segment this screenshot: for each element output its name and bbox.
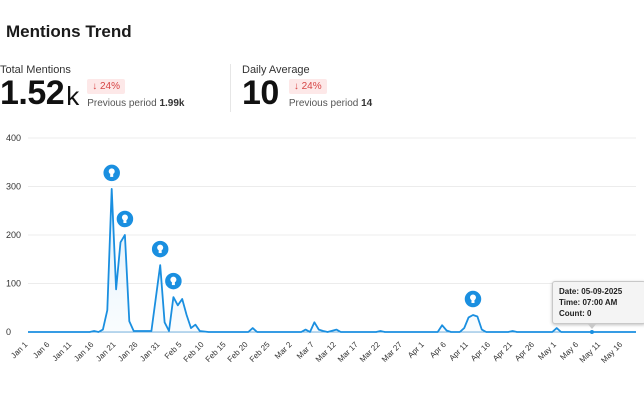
chart-title: Mentions Trend: [6, 22, 132, 41]
lightbulb-icon: [157, 244, 164, 251]
x-tick-label: Mar 27: [380, 340, 404, 364]
x-tick-label: Mar 2: [273, 340, 294, 361]
kpi-suffix: k: [66, 81, 80, 111]
lightbulb-icon: [108, 168, 115, 175]
x-tick-label: Jan 26: [116, 340, 140, 364]
annotation-marker[interactable]: [101, 163, 122, 183]
lightbulb-icon: [121, 214, 128, 221]
kpi-label: Total Mentions: [0, 64, 71, 76]
x-tick-label: Feb 20: [226, 340, 250, 364]
kpi-label: Daily Average: [242, 64, 310, 76]
y-tick-label: 200: [6, 230, 21, 240]
kpi-divider: [230, 64, 231, 112]
x-tick-label: Jan 1: [9, 340, 30, 361]
previous-period-label: Previous period: [288, 98, 359, 109]
delta-badge: ↓ 24%: [87, 79, 125, 94]
series-line: [28, 188, 636, 333]
kpi-value: 1.52: [0, 74, 65, 112]
x-tick-label: Apr 21: [491, 340, 514, 363]
annotation-marker[interactable]: [150, 239, 170, 259]
tooltip-time-label: Time:: [559, 298, 581, 307]
x-tick-label: Apr 11: [447, 340, 470, 363]
tooltip-date-label: Date:: [559, 287, 580, 296]
y-tick-label: 400: [6, 133, 21, 143]
x-tick-label: Jan 31: [138, 340, 162, 364]
kpi-total-mentions: Total Mentions 1.52 k ↓ 24% Previous per…: [0, 64, 184, 110]
x-tick-label: May 1: [536, 340, 558, 362]
x-tick-label: Jan 6: [31, 340, 52, 361]
lightbulb-icon: [469, 294, 476, 301]
kpi-daily-average: Daily Average 10 ↓ 24% Previous period 1…: [242, 64, 372, 110]
previous-period-value: 1.99k: [159, 98, 185, 109]
annotation-marker[interactable]: [115, 209, 135, 229]
x-tick-label: Feb 25: [248, 340, 272, 364]
x-tick-label: May 11: [578, 340, 603, 365]
x-tick-label: Apr 16: [469, 340, 492, 363]
y-tick-label: 100: [6, 279, 21, 289]
x-tick-label: Jan 16: [72, 340, 96, 364]
y-tick-label: 0: [6, 327, 11, 337]
tooltip-time: 07:00 AM: [582, 298, 618, 307]
x-tick-label: Mar 22: [358, 340, 382, 364]
x-tick-label: Apr 6: [428, 340, 448, 360]
hover-point: [589, 330, 594, 334]
x-tick-label: Jan 21: [94, 340, 118, 364]
chart-tooltip: Date: 05-09-2025 Time: 07:00 AM Count: 0: [552, 281, 644, 329]
annotation-marker[interactable]: [163, 271, 184, 291]
lightbulb-icon: [170, 276, 177, 283]
x-tick-label: Feb 15: [204, 340, 228, 364]
delta-badge: ↓ 24%: [288, 79, 327, 94]
x-tick-label: Mar 12: [314, 340, 338, 364]
x-tick-label: Jan 11: [51, 340, 74, 363]
annotation-marker[interactable]: [463, 289, 483, 309]
x-tick-label: Feb 10: [182, 340, 206, 364]
tooltip-date: 05-09-2025: [581, 287, 623, 296]
kpi-value: 10: [242, 74, 279, 112]
previous-period-label: Previous period: [87, 98, 157, 109]
x-tick-label: May 16: [599, 340, 624, 365]
previous-period-value: 14: [361, 98, 373, 109]
tooltip-count: 0: [587, 309, 592, 318]
y-tick-label: 300: [6, 182, 21, 192]
x-tick-label: Apr 1: [406, 340, 426, 360]
tooltip-count-label: Count:: [559, 309, 585, 318]
x-tick-label: Apr 26: [513, 340, 536, 363]
x-tick-label: Mar 17: [336, 340, 360, 364]
